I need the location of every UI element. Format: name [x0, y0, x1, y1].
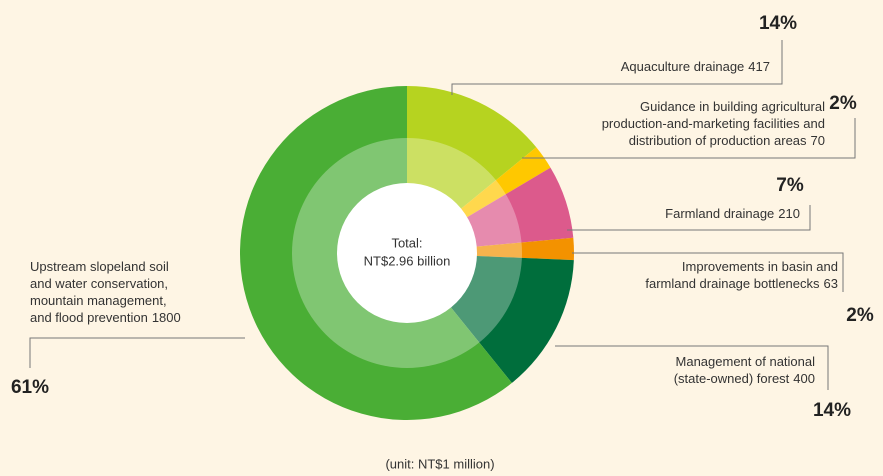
- label-value: 63: [824, 276, 838, 291]
- slice-label: and flood prevention 1800: [30, 310, 181, 325]
- center-label: NT$2.96 billion: [364, 253, 451, 268]
- leader-line: [522, 118, 856, 159]
- slice-label: Upstream slopeland soil: [30, 259, 169, 274]
- slice-label: Management of national: [676, 354, 816, 369]
- label-text: Improvements in basin and: [682, 259, 838, 274]
- slice-label: Farmland drainage 210: [665, 206, 800, 221]
- slice-label: distribution of production areas 70: [629, 133, 825, 148]
- slice-label: farmland drainage bottlenecks 63: [645, 276, 838, 291]
- label-value: 1800: [152, 310, 181, 325]
- center-label: Total:: [391, 235, 422, 250]
- label-value: 210: [778, 206, 800, 221]
- percent-label: 14%: [759, 13, 797, 34]
- slice-label: (state-owned) forest 400: [674, 371, 815, 386]
- percent-label: 7%: [776, 175, 804, 196]
- label-text: (state-owned) forest: [674, 371, 790, 386]
- label-text: Farmland drainage: [665, 206, 774, 221]
- slice-label: Improvements in basin and: [682, 259, 838, 274]
- leader-line: [572, 252, 844, 292]
- label-text: production-and-marketing facilities and: [602, 116, 825, 131]
- slice-label: Aquaculture drainage 417: [621, 59, 770, 74]
- label-text: and water conservation,: [30, 276, 168, 291]
- label-text: Guidance in building agricultural: [640, 99, 825, 114]
- label-text: farmland drainage bottlenecks: [645, 276, 820, 291]
- label-text: Aquaculture drainage: [621, 59, 745, 74]
- slice-label: Guidance in building agricultural: [640, 99, 825, 114]
- unit-note: (unit: NT$1 million): [385, 456, 494, 471]
- label-value: 70: [811, 133, 825, 148]
- donut-hole: [337, 183, 477, 323]
- slice-label: mountain management,: [30, 293, 167, 308]
- slice-label: production-and-marketing facilities and: [602, 116, 825, 131]
- leader-line: [555, 345, 829, 390]
- label-text: Upstream slopeland soil: [30, 259, 169, 274]
- percent-label: 2%: [846, 305, 874, 326]
- label-text: mountain management,: [30, 293, 167, 308]
- slice-label: and water conservation,: [30, 276, 168, 291]
- label-value: 400: [793, 371, 815, 386]
- percent-label: 2%: [829, 93, 857, 114]
- label-text: distribution of production areas: [629, 133, 807, 148]
- leader-line: [451, 40, 783, 95]
- label-text: Management of national: [676, 354, 816, 369]
- label-value: 417: [748, 59, 770, 74]
- leader-line: [29, 337, 245, 368]
- percent-label: 14%: [813, 400, 851, 421]
- label-text: and flood prevention: [30, 310, 148, 325]
- percent-label: 61%: [11, 377, 49, 398]
- leader-line: [567, 205, 811, 231]
